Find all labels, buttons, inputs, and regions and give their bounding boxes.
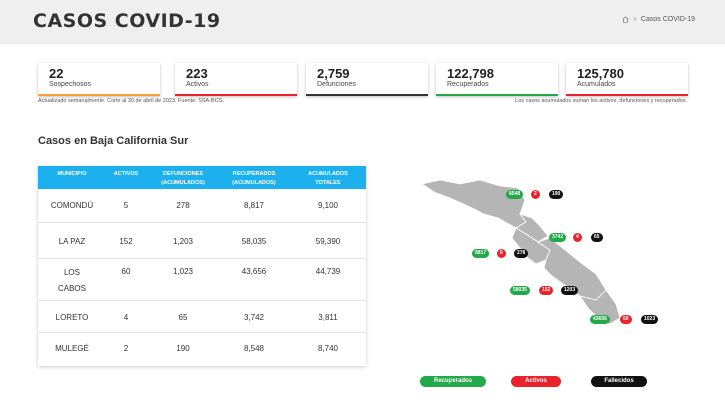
cell-recuperados: 58,035	[241, 237, 267, 246]
table-header: MUNICIPIO ACTIVOS DEFUNCIONES (ACUMULADOS…	[38, 166, 366, 189]
th-activos: ACTIVOS	[113, 171, 139, 177]
map-mulege-activos: 2	[531, 190, 540, 199]
stat-value: 122,798	[447, 66, 494, 81]
stat-card-recuperados: 122,798 Recuperados	[436, 63, 558, 96]
map-mulege-fallecidos: 190	[549, 190, 564, 199]
table-row: COMONDÚ 5 278 8,817 9,100	[38, 189, 366, 223]
cell-activos: 2	[123, 344, 129, 353]
map-region-comondu[interactable]	[511, 227, 551, 265]
map-comondu-recuperados: 8817	[472, 249, 490, 258]
map-loscabos-recuperados: 43656	[590, 315, 610, 324]
cell-municipio: LA PAZ	[58, 237, 86, 246]
map-mulege-recuperados: 8548	[506, 190, 524, 199]
cell-defunciones: 1,203	[172, 237, 194, 246]
cell-municipio: LORETO	[55, 313, 89, 322]
th-defunciones: DEFUNCIONES (ACUMULADOS)	[161, 171, 205, 186]
table-row: LOS CABOS 60 1,023 43,656 44,739	[38, 259, 366, 301]
cell-defunciones: 1,023	[172, 267, 194, 276]
stat-card-activos: 223 Activos	[175, 63, 297, 96]
map-region-mulege[interactable]	[420, 179, 527, 229]
th-municipio: MUNICIPIO	[57, 171, 87, 177]
map-comondu-fallecidos: 278	[514, 249, 529, 258]
cell-recuperados: 3,742	[243, 313, 265, 322]
map-loscabos-activos: 60	[620, 315, 632, 324]
cell-municipio: LOS CABOS	[57, 268, 86, 293]
stat-card-defunciones: 2,759 Defunciones	[306, 63, 428, 96]
map-lapaz-activos: 152	[539, 286, 554, 295]
cell-acumulados: 9,100	[317, 201, 339, 210]
cell-recuperados: 43,656	[241, 267, 267, 276]
map-loreto-activos: 4	[573, 233, 582, 242]
cell-recuperados: 8,548	[243, 344, 265, 353]
th-acumulados: ACUMULADOS TOTALES	[308, 171, 348, 186]
map-loreto-recuperados: 3742	[549, 233, 567, 242]
cases-table: MUNICIPIO ACTIVOS DEFUNCIONES (ACUMULADOS…	[38, 166, 366, 366]
stat-bar	[306, 94, 428, 96]
cell-activos: 152	[119, 237, 133, 246]
cell-defunciones: 65	[178, 313, 188, 322]
table-row: LORETO 4 65 3,742 3,811	[38, 301, 366, 333]
cell-recuperados: 8,817	[243, 201, 265, 210]
stat-value: 22	[49, 66, 64, 81]
cell-activos: 5	[123, 201, 129, 210]
map-lapaz-recuperados: 58035	[510, 286, 530, 295]
table-row: MULEGÉ 2 190 8,548 8,740	[38, 333, 366, 366]
cell-acumulados: 8,740	[317, 344, 339, 353]
stat-card-acumulados: 125,780 Acumulados	[566, 63, 688, 96]
stat-label: Activos	[186, 81, 209, 88]
stat-value: 223	[186, 66, 208, 81]
cell-municipio: MULEGÉ	[55, 344, 89, 353]
cell-activos: 60	[121, 267, 131, 276]
section-title: Casos en Baja California Sur	[38, 135, 189, 147]
cell-defunciones: 190	[176, 344, 190, 353]
stat-value: 125,780	[577, 66, 624, 81]
stat-card-sospechosos: 22 Sospechosos	[38, 63, 160, 96]
stat-value: 2,759	[317, 66, 350, 81]
cell-activos: 4	[123, 313, 129, 322]
map-lapaz-fallecidos: 1203	[561, 286, 579, 295]
accumulated-note: Los casos acumulados suman los activos, …	[515, 98, 687, 104]
stat-bar	[436, 94, 558, 96]
page-header: CASOS COVID-19 » Casos COVID-19	[0, 0, 725, 44]
stat-label: Defunciones	[317, 81, 356, 88]
cell-defunciones: 278	[176, 201, 190, 210]
cell-municipio: COMONDÚ	[50, 201, 94, 210]
stat-label: Acumulados	[577, 81, 616, 88]
update-note: Actualizado semanalmente. Corte al 30 de…	[38, 98, 224, 104]
table-row: LA PAZ 152 1,203 58,035 59,390	[38, 223, 366, 259]
cell-acumulados: 59,390	[315, 237, 341, 246]
stat-bar	[38, 94, 160, 96]
page-title: CASOS COVID-19	[33, 10, 221, 32]
map-comondu-activos: 6	[497, 249, 506, 258]
cell-acumulados: 3,811	[318, 313, 338, 322]
stat-bar	[175, 94, 297, 96]
map-loscabos-fallecidos: 1023	[641, 315, 659, 324]
legend-recuperados: Recuperados	[420, 376, 486, 387]
legend-activos: Activos	[511, 376, 561, 387]
breadcrumb-current: Casos COVID-19	[640, 16, 695, 23]
stat-label: Recuperados	[447, 81, 489, 88]
stat-label: Sospechosos	[49, 81, 92, 88]
map-loreto-fallecidos: 65	[591, 233, 603, 242]
stat-bar	[566, 94, 688, 96]
breadcrumb-separator: »	[633, 16, 637, 23]
breadcrumb: » Casos COVID-19	[622, 16, 695, 23]
bcs-map	[420, 179, 621, 325]
legend-fallecidos: Fallecidos	[591, 376, 647, 387]
home-icon[interactable]	[622, 16, 629, 23]
cell-acumulados: 44,739	[315, 267, 341, 276]
th-recuperados: RECUPERADOS (ACUMULADOS)	[232, 171, 276, 186]
